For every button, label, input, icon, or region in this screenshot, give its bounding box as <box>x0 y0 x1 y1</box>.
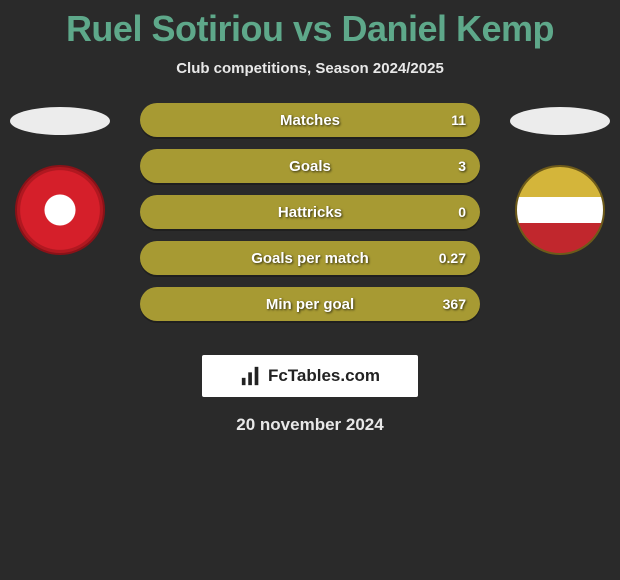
stat-row: Goals per match 0.27 <box>140 241 480 275</box>
stat-row: Goals 3 <box>140 149 480 183</box>
stat-label: Matches <box>280 112 340 129</box>
player-left-column <box>0 97 120 255</box>
club-badge-right <box>515 165 605 255</box>
player-right-silhouette <box>510 107 610 135</box>
stats-list: Matches 11 Goals 3 Hattricks 0 Goals per… <box>140 103 480 333</box>
stat-row: Min per goal 367 <box>140 287 480 321</box>
brand-attribution: FcTables.com <box>202 355 418 397</box>
stat-row: Matches 11 <box>140 103 480 137</box>
stat-row: Hattricks 0 <box>140 195 480 229</box>
stat-label: Hattricks <box>278 204 342 221</box>
player-right-column <box>500 97 620 255</box>
stat-label: Min per goal <box>266 296 354 313</box>
stat-value-right: 367 <box>443 296 466 312</box>
comparison-content: Matches 11 Goals 3 Hattricks 0 Goals per… <box>0 97 620 337</box>
stat-value-right: 3 <box>458 158 466 174</box>
comparison-date: 20 november 2024 <box>0 415 620 435</box>
comparison-subtitle: Club competitions, Season 2024/2025 <box>0 60 620 77</box>
stat-value-right: 0.27 <box>439 250 466 266</box>
brand-label: FcTables.com <box>268 366 380 386</box>
player-left-silhouette <box>10 107 110 135</box>
club-badge-left <box>15 165 105 255</box>
stat-value-right: 0 <box>458 204 466 220</box>
stat-value-right: 11 <box>451 112 466 128</box>
stat-label: Goals per match <box>251 250 369 267</box>
bar-chart-icon <box>240 365 262 387</box>
stat-label: Goals <box>289 158 331 175</box>
comparison-title: Ruel Sotiriou vs Daniel Kemp <box>0 0 620 50</box>
